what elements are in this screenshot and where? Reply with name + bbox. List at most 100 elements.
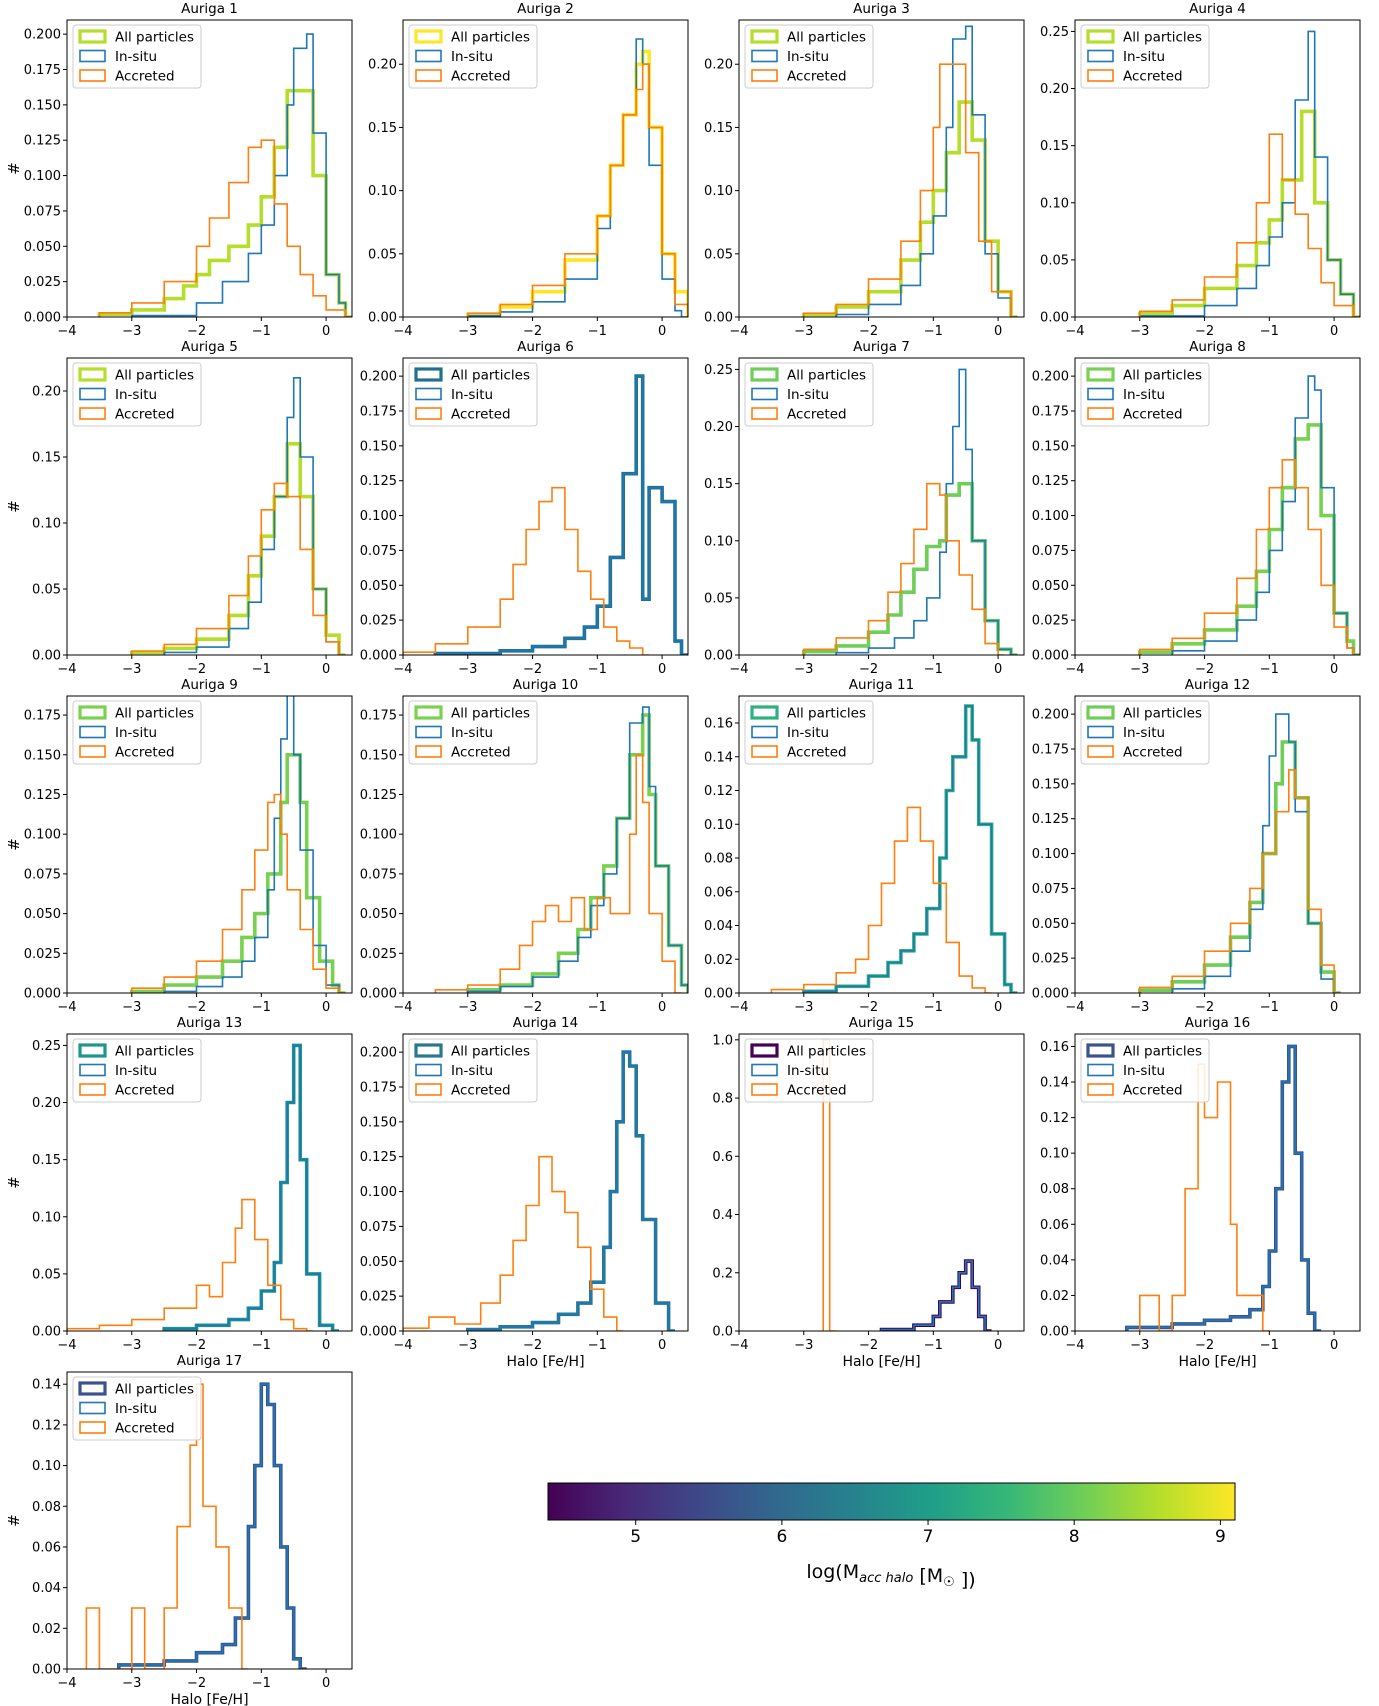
legend-swatch (1087, 745, 1114, 758)
y-tick-label: 0.000 (360, 987, 397, 1002)
series-accreted (803, 482, 1005, 655)
legend-swatch (415, 49, 442, 63)
panel-auriga-12: Auriga 12 −4 −3 −2 −1 0 0.000 0.025 0.050 0.075 0.… (1032, 677, 1361, 1015)
legend-label: Accreted (451, 1083, 511, 1099)
y-tick-label: 0.025 (360, 1290, 397, 1305)
panel-auriga-6: Auriga 6 −4 −3 −2 −1 0 0.000 0.025 0.050 0.075 0.1… (360, 339, 689, 677)
x-tick-label: −4 (393, 662, 412, 677)
y-tick-label: 0.05 (368, 247, 397, 262)
series-in-situ (1126, 1045, 1322, 1331)
series-in-situ (835, 368, 1018, 655)
panel-auriga-17: Auriga 17 −4 −3 −2 −1 0 0.00 0.02 0.04 0.06 0.08 0.… (5, 1353, 353, 1706)
series-all-particles (97, 88, 352, 317)
x-tick-label: 0 (322, 1338, 330, 1353)
legend-swatch (1087, 407, 1114, 420)
y-tick-label: 0.025 (1032, 614, 1069, 629)
y-tick-label: 0.100 (1032, 509, 1069, 524)
legend-label: Accreted (115, 69, 175, 85)
panel-title: Auriga 12 (1185, 677, 1250, 693)
x-tick-label: −3 (122, 324, 141, 339)
panel-title: Auriga 5 (181, 339, 238, 355)
legend-label: Accreted (787, 745, 847, 761)
y-tick-label: 0.150 (360, 1115, 397, 1130)
x-tick-label: −1 (588, 662, 607, 677)
axes-frame (1074, 1033, 1361, 1332)
axes-frame (1074, 357, 1361, 656)
panel-title: Auriga 1 (181, 1, 238, 17)
axes-frame (738, 19, 1025, 318)
legend-swatch (1087, 387, 1114, 401)
legend: All particles In-situ Accreted (408, 700, 538, 765)
panel-auriga-13: Auriga 13 −4 −3 −2 −1 0 0.00 0.05 0.10 0.15 0.20 0.… (5, 1015, 353, 1353)
x-tick-label: −4 (729, 662, 748, 677)
y-tick-label: 0.200 (24, 28, 61, 43)
y-tick-label: 0.025 (1032, 952, 1069, 967)
y-tick-label: 0.050 (24, 240, 61, 255)
y-tick-label: 0.20 (1040, 82, 1069, 97)
panel-auriga-8: Auriga 8 −4 −3 −2 −1 0 0.000 0.025 0.050 0.075 0.1… (1032, 339, 1361, 677)
legend-label: In-situ (451, 387, 493, 403)
x-tick-label: 0 (658, 1338, 666, 1353)
legend-label: In-situ (787, 1063, 829, 1079)
series-in-situ (835, 25, 1018, 317)
y-tick-label: 0.20 (704, 420, 733, 435)
y-tick-label: 0.10 (32, 1210, 61, 1225)
legend-swatch (750, 29, 779, 44)
x-tick-label: −4 (393, 1338, 412, 1353)
x-tick-label: −2 (523, 1000, 542, 1015)
y-tick-label: 0.05 (32, 1267, 61, 1282)
y-tick-label: 0.000 (24, 987, 61, 1002)
series-all-particles (1138, 740, 1341, 993)
legend-swatch (78, 1381, 107, 1396)
y-tick-label: 0.100 (360, 1185, 397, 1200)
y-tick-label: 0.14 (704, 750, 733, 765)
series-in-situ (880, 1260, 992, 1331)
histogram-series (1138, 30, 1360, 317)
legend-label: Accreted (787, 407, 847, 423)
y-tick-label: 0.00 (704, 311, 733, 326)
y-tick-label: 0.12 (32, 1418, 61, 1433)
legend-swatch (415, 1063, 442, 1077)
x-axis-label: Halo [Fe/H] (842, 1354, 920, 1370)
x-tick-label: −4 (57, 1676, 76, 1691)
panel-auriga-5: Auriga 5 −4 −3 −2 −1 0 0.00 0.05 0.10 0.15 0.20 # Al… (5, 339, 353, 677)
legend: All particles In-situ Accreted (72, 700, 202, 765)
legend-swatch (415, 725, 442, 739)
x-tick-label: −2 (523, 662, 542, 677)
x-tick-label: −4 (57, 662, 76, 677)
y-tick-label: 0.150 (24, 98, 61, 113)
x-tick-label: −3 (1130, 1000, 1149, 1015)
y-tick-label: 0.050 (1032, 917, 1069, 932)
panel-title: Auriga 10 (513, 677, 578, 693)
y-tick-label: 0.075 (1032, 544, 1069, 559)
y-tick-label: 0.150 (1032, 439, 1069, 454)
axes-frame (1074, 19, 1361, 318)
y-tick-label: 0.200 (360, 370, 397, 385)
legend-label: Accreted (1123, 1083, 1183, 1099)
x-tick-label: 0 (994, 1338, 1002, 1353)
legend-label: All particles (1123, 368, 1202, 384)
x-tick-label: −3 (458, 1000, 477, 1015)
y-tick-label: 0.05 (32, 583, 61, 598)
legend-label: All particles (115, 706, 194, 722)
y-tick-label: 0.10 (1040, 196, 1069, 211)
legend: All particles In-situ Accreted (72, 362, 202, 427)
colorbar-tick-label: 6 (776, 1527, 787, 1547)
series-accreted (434, 754, 682, 993)
colorbar-tick-label: 5 (630, 1527, 641, 1547)
panel-title: Auriga 9 (181, 677, 238, 693)
x-tick-label: 0 (994, 324, 1002, 339)
panel-title: Auriga 17 (177, 1353, 242, 1369)
y-tick-label: 0.10 (1040, 1147, 1069, 1162)
series-accreted (803, 63, 1018, 317)
legend-label: All particles (1123, 1044, 1202, 1060)
legend-label: Accreted (787, 69, 847, 85)
x-tick-label: −2 (187, 1000, 206, 1015)
panel-auriga-7: Auriga 7 −4 −3 −2 −1 0 0.00 0.05 0.10 0.15 0.20 0.2… (704, 339, 1025, 677)
colorbar-tick-label: 7 (923, 1527, 934, 1547)
legend-label: Accreted (1123, 745, 1183, 761)
x-tick-label: −2 (859, 1000, 878, 1015)
y-tick-label: 0.10 (704, 534, 733, 549)
legend-label: In-situ (115, 387, 157, 403)
